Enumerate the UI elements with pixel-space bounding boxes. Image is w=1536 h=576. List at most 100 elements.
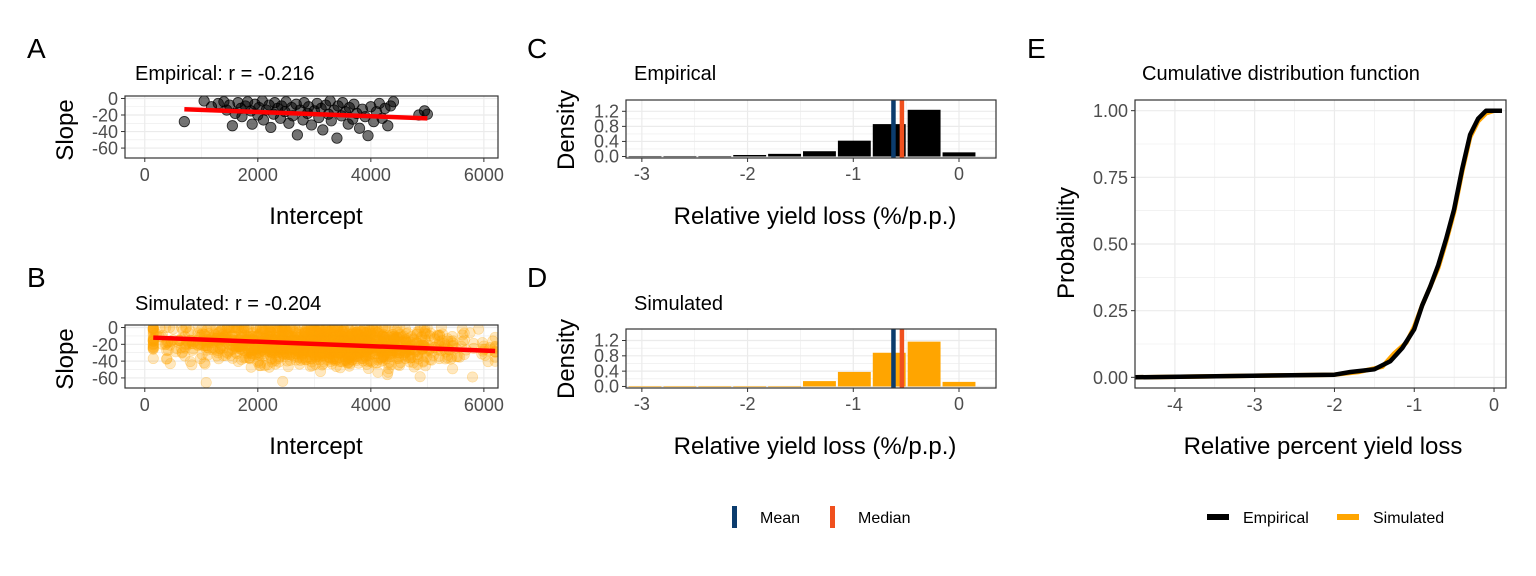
panel-b-point	[394, 325, 406, 334]
panel-b-point	[300, 354, 312, 366]
panel-b-point	[147, 353, 159, 365]
panel-e-y-tick-label: 0.25	[1093, 301, 1128, 321]
panel-b-point	[373, 352, 385, 364]
panel-b-point	[299, 327, 311, 339]
panel-c-x-tick-label: -2	[740, 164, 756, 184]
panel-b-point	[274, 346, 286, 358]
panel-b-point	[179, 342, 191, 354]
panel-b-point	[324, 352, 336, 364]
panel-b-point	[331, 325, 343, 334]
panel-b-point	[357, 355, 369, 367]
panel-b-point	[269, 358, 281, 370]
panel-b-point	[404, 352, 416, 364]
panel-b-point	[391, 352, 403, 364]
panel-b-point	[353, 332, 365, 344]
panel-b-point	[345, 332, 357, 344]
panel-a-marks	[178, 96, 433, 144]
panel-a-title: Empirical: r = -0.216	[135, 63, 315, 85]
panel-b-point	[276, 347, 288, 359]
panel-b-point	[334, 356, 346, 368]
panel-b-point	[314, 328, 326, 340]
panel-b-point	[290, 348, 302, 360]
panel-b-point	[147, 339, 159, 351]
panel-b-point	[338, 325, 350, 336]
panel-b-point	[320, 346, 332, 358]
panel-b-point	[349, 327, 361, 339]
panel-b-point	[290, 348, 302, 360]
panel-a-x-title: Intercept	[269, 203, 363, 230]
panel-b-point	[296, 350, 308, 362]
panel-b-point	[352, 350, 364, 362]
panel-b-point	[273, 352, 285, 364]
panel-b-point	[231, 325, 243, 334]
panel-b-point	[337, 351, 349, 363]
panel-b-point	[338, 350, 350, 362]
panel-b-point	[310, 350, 322, 362]
panel-b-point	[408, 333, 420, 345]
panel-b-point	[321, 325, 333, 335]
panel-b-point	[442, 335, 454, 347]
panel-b-point	[244, 353, 256, 365]
panel-c-bar	[837, 140, 871, 157]
panel-b-point	[358, 326, 370, 338]
panel-a-y-tick-label: -40	[92, 122, 118, 142]
panel-b-point	[393, 351, 405, 363]
panel-b-point	[364, 325, 376, 336]
panel-c-bar	[942, 152, 976, 157]
panel-b-point	[406, 351, 418, 363]
panel-b-point	[371, 326, 383, 338]
panel-b-point	[331, 329, 343, 341]
panel-b-point	[348, 326, 360, 338]
panel-b-point	[176, 346, 188, 358]
panel-b-point	[345, 350, 357, 362]
panel-b-point	[361, 329, 373, 341]
panel-b-point	[254, 360, 266, 372]
panel-b-point	[268, 347, 280, 359]
panel-b-point	[429, 332, 441, 344]
panel-d-y-tick-label: 1.2	[594, 331, 619, 351]
panel-b-point	[341, 328, 353, 340]
panel-b-point	[250, 325, 262, 334]
panel-b-point	[279, 325, 291, 335]
panel-d-axes: -3 -2 -1 0 0.00.40.81.2	[594, 331, 964, 414]
panel-b-point	[325, 355, 337, 367]
panel-b-point	[264, 349, 276, 361]
panel-b-point	[147, 325, 159, 335]
panel-b-point	[259, 325, 271, 335]
panel-b-point	[249, 344, 261, 356]
panel-b-point	[350, 326, 362, 338]
panel-b-point	[311, 353, 323, 365]
panel-b-point	[238, 325, 250, 334]
panel-b-point	[226, 325, 238, 334]
panel-b-point	[412, 353, 424, 365]
panel-b-point	[293, 325, 305, 334]
panel-b-point	[292, 348, 304, 360]
panel-b-point	[361, 352, 373, 364]
panel-b-point	[292, 346, 304, 358]
panel-b-point	[308, 325, 320, 336]
panel-b-point	[299, 325, 311, 334]
panel-b-point	[250, 325, 262, 334]
panel-b-point	[322, 347, 334, 359]
panel-b-point	[274, 329, 286, 341]
panel-b-point	[341, 357, 353, 369]
panel-b-point	[167, 325, 179, 335]
panel-b-point	[312, 326, 324, 338]
panel-b-point	[271, 346, 283, 358]
panel-b-point	[366, 330, 378, 342]
panel-b-point	[210, 325, 222, 335]
panel-b-point	[248, 348, 260, 360]
panel-b-point	[194, 353, 206, 365]
panel-b-point	[400, 328, 412, 340]
panel-b-point	[332, 348, 344, 360]
panel-b-point	[331, 347, 343, 359]
panel-b-point	[258, 349, 270, 361]
panel-b-point	[489, 355, 498, 367]
panel-b-point	[239, 325, 251, 334]
panel-b-point	[396, 331, 408, 343]
panel-b-point	[420, 328, 432, 340]
panel-b-point	[325, 328, 337, 340]
panel-b-point	[344, 358, 356, 370]
panel-b-point	[360, 350, 372, 362]
